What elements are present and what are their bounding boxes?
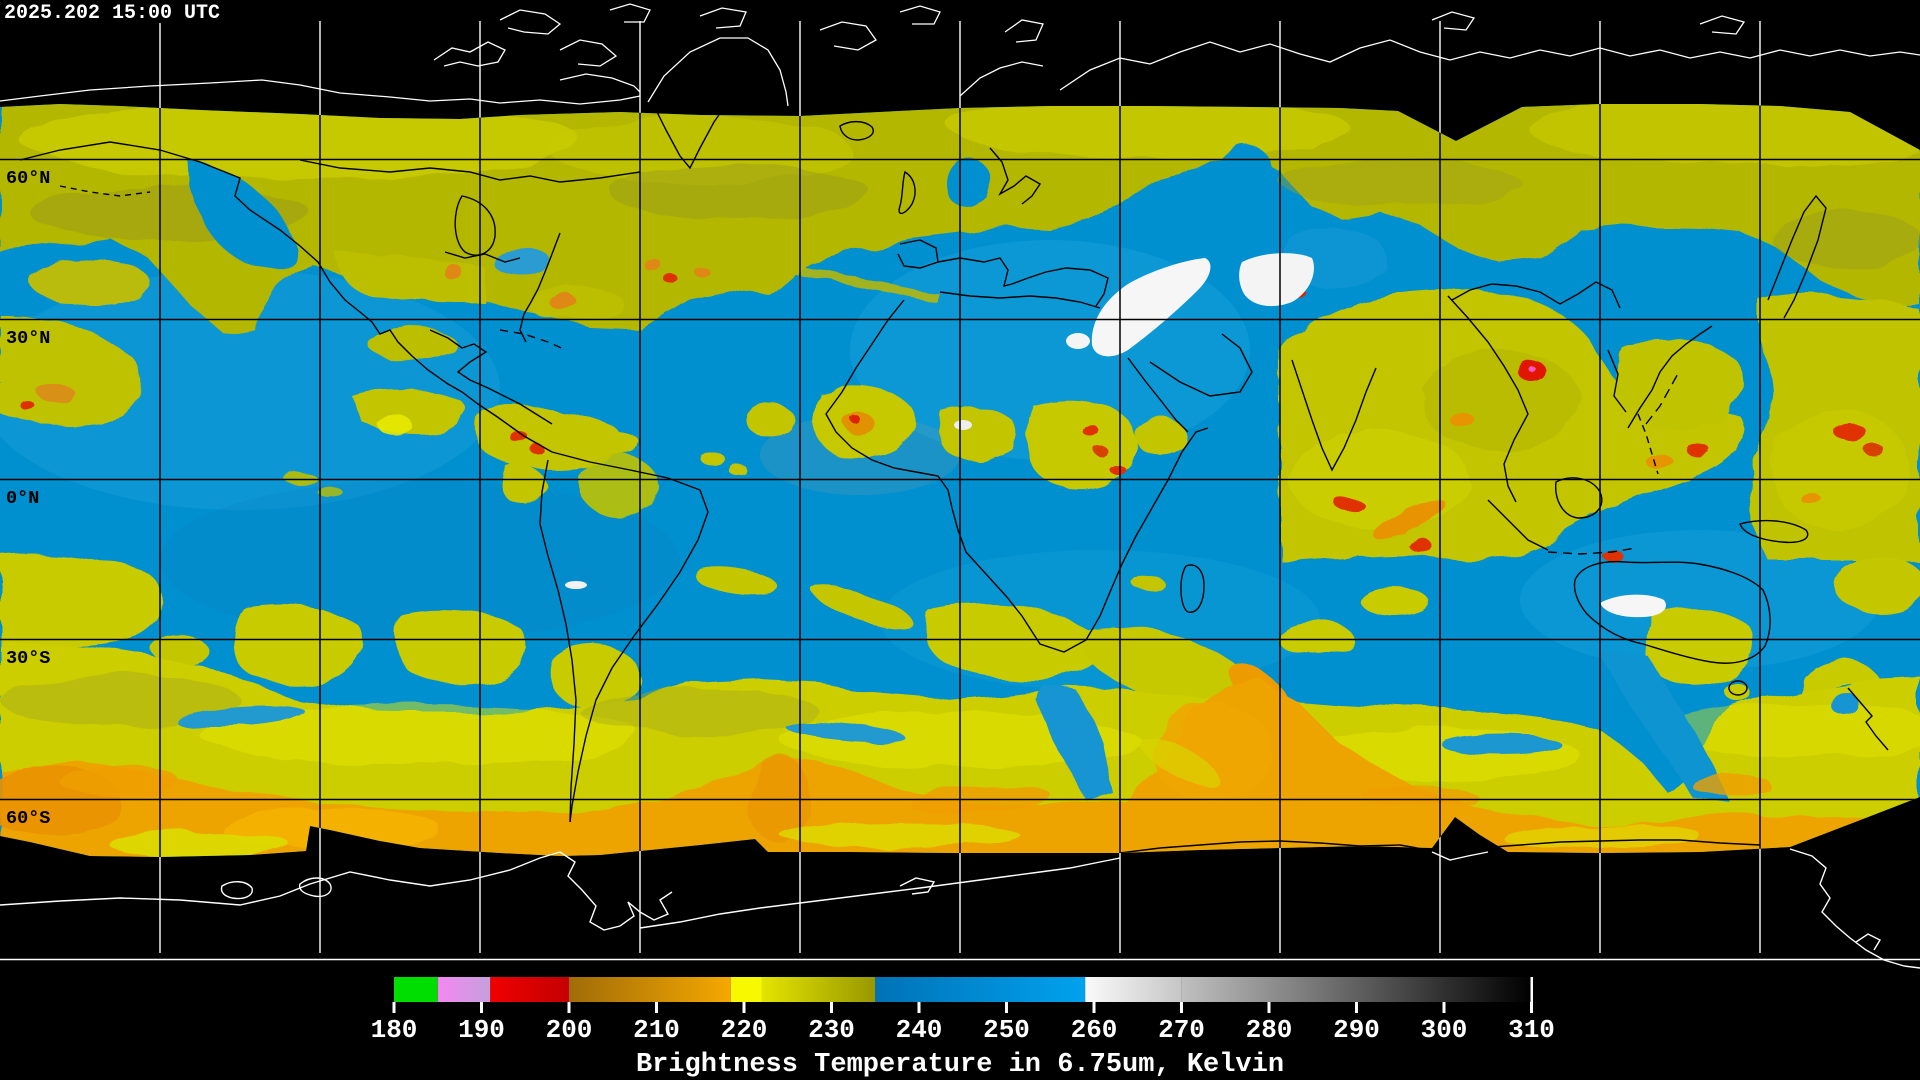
svg-text:290: 290 [1333, 1015, 1380, 1045]
svg-text:Brightness Temperature in 6.75: Brightness Temperature in 6.75um, Kelvin [636, 1050, 1284, 1080]
svg-text:180: 180 [371, 1015, 418, 1045]
svg-text:230: 230 [808, 1015, 855, 1045]
svg-text:30°S: 30°S [6, 648, 50, 669]
svg-text:0°N: 0°N [6, 488, 39, 509]
svg-text:280: 280 [1246, 1015, 1293, 1045]
svg-text:260: 260 [1071, 1015, 1118, 1045]
svg-text:200: 200 [546, 1015, 593, 1045]
svg-text:60°S: 60°S [6, 808, 50, 829]
svg-text:60°N: 60°N [6, 168, 50, 189]
svg-text:30°N: 30°N [6, 328, 50, 349]
svg-text:190: 190 [458, 1015, 505, 1045]
svg-text:210: 210 [633, 1015, 680, 1045]
svg-text:220: 220 [721, 1015, 768, 1045]
svg-text:240: 240 [896, 1015, 943, 1045]
svg-text:250: 250 [983, 1015, 1030, 1045]
svg-text:270: 270 [1158, 1015, 1205, 1045]
svg-text:310: 310 [1508, 1015, 1555, 1045]
svg-text:300: 300 [1421, 1015, 1468, 1045]
svg-text:2025.202 15:00 UTC: 2025.202 15:00 UTC [4, 2, 220, 25]
